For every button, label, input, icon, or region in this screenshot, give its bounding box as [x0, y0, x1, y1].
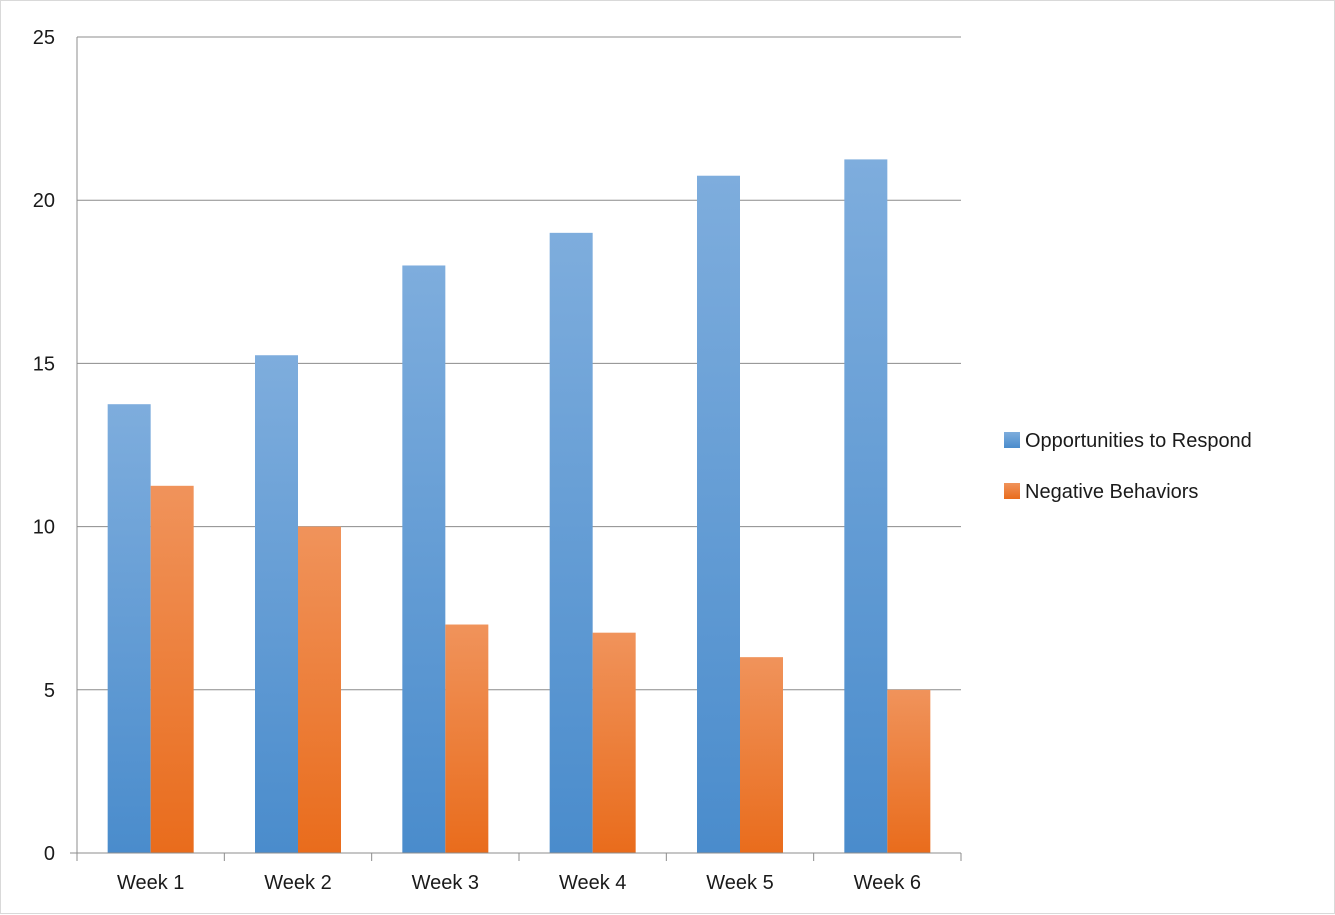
legend-label: Negative Behaviors [1025, 481, 1198, 503]
bar-negative-5 [740, 657, 783, 853]
legend: Opportunities to Respond Negative Behavio… [1004, 430, 1252, 503]
x-axis-tick-labels: Week 1 Week 2 Week 3 Week 4 Week 5 Week 6 [117, 872, 921, 894]
y-tick-label: 10 [33, 517, 55, 539]
x-tick-label: Week 5 [706, 872, 773, 894]
bar-opportunities-5 [697, 175, 740, 854]
axes [70, 37, 962, 861]
bar-negative-4 [592, 632, 636, 853]
y-tick-label: 20 [33, 190, 55, 212]
bar-negative-1 [150, 485, 194, 853]
x-tick-label: Week 2 [264, 872, 331, 894]
bar-opportunities-2 [255, 355, 298, 853]
y-tick-label: 0 [44, 843, 55, 865]
x-tick-label: Week 4 [559, 872, 626, 894]
legend-swatch [1004, 432, 1020, 448]
legend-swatch [1004, 483, 1020, 499]
x-tick-label: Week 6 [854, 872, 921, 894]
x-tick-label: Week 1 [117, 872, 184, 894]
bar-opportunities-6 [844, 159, 888, 853]
bar-negative-3 [445, 624, 489, 853]
y-tick-label: 15 [33, 353, 55, 375]
y-tick-label: 25 [33, 27, 55, 49]
bar-negative-2 [298, 526, 341, 853]
gridlines [77, 36, 961, 691]
legend-label: Opportunities to Respond [1025, 430, 1252, 452]
bar-negative-6 [887, 689, 931, 853]
y-tick-label: 5 [44, 680, 55, 702]
bar-opportunities-3 [402, 265, 446, 854]
x-tick-label: Week 3 [412, 872, 479, 894]
bar-opportunities-4 [549, 232, 593, 854]
bars [107, 159, 931, 854]
y-axis-tick-labels: 0 5 10 15 20 25 [33, 27, 55, 865]
bar-opportunities-1 [107, 404, 151, 853]
